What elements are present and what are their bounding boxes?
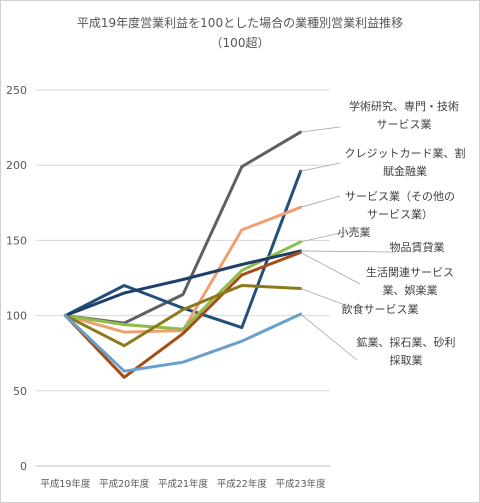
y-tick-label: 0	[20, 460, 27, 473]
series-label: 採取業	[390, 353, 423, 367]
series-label: 飲食サービス業	[342, 302, 419, 316]
series-label: 業、娯楽業	[383, 283, 438, 297]
series-line	[63, 312, 303, 373]
y-tick-label: 100	[6, 310, 27, 323]
series-label: 生活関連サービス	[366, 265, 454, 279]
series-line	[63, 250, 303, 379]
series-line	[63, 130, 303, 325]
series-label: サービス業	[377, 118, 432, 131]
leader-line	[300, 313, 358, 361]
leader-line	[300, 195, 341, 208]
x-tick-label: 平成22年度	[217, 478, 268, 490]
series-label: 物品賃貸業	[390, 240, 445, 254]
series-line	[63, 249, 303, 318]
x-tick-label: 平成23年度	[276, 478, 327, 490]
series-label: 賦金融業	[383, 164, 427, 178]
x-tick-label: 平成21年度	[158, 478, 209, 490]
chart-subtitle: （100超）	[210, 36, 270, 50]
series-label: 小売業	[338, 226, 371, 239]
x-tick-label: 平成19年度	[40, 478, 91, 490]
leader-line	[300, 288, 346, 306]
y-tick-label: 150	[6, 234, 27, 247]
leader-line	[300, 162, 341, 172]
series-line	[63, 284, 303, 348]
series-line	[63, 205, 303, 334]
y-tick-label: 50	[13, 385, 27, 398]
chart-title: 平成19年度営業利益を100とした場合の業種別営業利益推移	[76, 16, 404, 30]
x-tick-label: 平成20年度	[99, 478, 150, 490]
series-label: 学術研究、専門・技術	[349, 99, 459, 113]
series-label: クレジットカード業、割	[345, 146, 466, 160]
leader-line	[300, 252, 361, 285]
y-tick-label: 200	[6, 159, 27, 172]
leader-line	[300, 250, 396, 253]
series-line	[63, 169, 303, 330]
series-label: サービス業（その他の	[345, 190, 455, 203]
leader-line	[300, 126, 341, 133]
y-tick-label: 250	[6, 84, 27, 97]
leader-line	[300, 231, 346, 243]
series-label: サービス業）	[367, 208, 433, 221]
series-label: 鉱業、採石業、砂利	[357, 335, 456, 349]
